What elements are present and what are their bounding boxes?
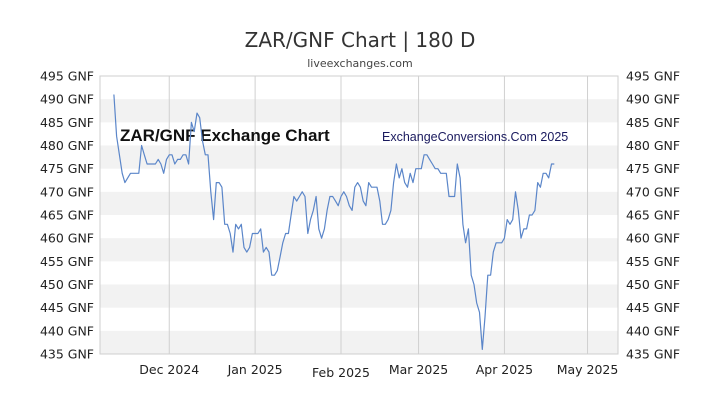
y-tick-label-right: 470 GNF bbox=[626, 184, 680, 199]
x-tick-label: Mar 2025 bbox=[389, 362, 448, 377]
y-tick-label-right: 460 GNF bbox=[626, 231, 680, 246]
y-tick-label-left: 485 GNF bbox=[40, 115, 94, 130]
x-tick-label: Apr 2025 bbox=[476, 362, 533, 377]
y-tick-label-right: 480 GNF bbox=[626, 138, 680, 153]
watermark-chart-name: ZAR/GNF Exchange Chart bbox=[120, 126, 330, 145]
y-tick-label-right: 485 GNF bbox=[626, 115, 680, 130]
y-tick-label-right: 455 GNF bbox=[626, 254, 680, 269]
x-axis: Dec 2024 Jan 2025 Feb 2025 Mar 2025 Apr 2025… bbox=[139, 362, 618, 380]
y-tick-label-left: 440 GNF bbox=[40, 323, 94, 338]
plot-area bbox=[99, 75, 619, 355]
y-tick-label-left: 445 GNF bbox=[40, 300, 94, 315]
y-tick-label-left: 495 GNF bbox=[40, 69, 94, 84]
y-tick-label-left: 450 GNF bbox=[40, 277, 94, 292]
y-tick-label-right: 435 GNF bbox=[626, 347, 680, 362]
y-tick-label-left: 470 GNF bbox=[40, 184, 94, 199]
y-tick-label-right: 450 GNF bbox=[626, 277, 680, 292]
y-tick-label-left: 460 GNF bbox=[40, 231, 94, 246]
grid-bands bbox=[100, 99, 618, 354]
grid-band bbox=[100, 99, 618, 123]
grid-band bbox=[100, 284, 618, 308]
y-tick-label-right: 445 GNF bbox=[626, 300, 680, 315]
y-tick-label-left: 455 GNF bbox=[40, 254, 94, 269]
grid-band bbox=[100, 330, 618, 354]
grid-band bbox=[100, 191, 618, 215]
y-tick-label-right: 475 GNF bbox=[626, 161, 680, 176]
y-tick-label-right: 465 GNF bbox=[626, 208, 680, 223]
grid-band bbox=[100, 145, 618, 169]
x-tick-label: Feb 2025 bbox=[312, 365, 370, 380]
y-tick-label-left: 465 GNF bbox=[40, 208, 94, 223]
chart-title: ZAR/GNF Chart | 180 D bbox=[245, 28, 476, 52]
y-axis-right: 495 GNF 490 GNF 485 GNF 480 GNF 475 GNF 470 G… bbox=[626, 69, 680, 362]
watermark-site: ExchangeConversions.Com 2025 bbox=[382, 130, 568, 144]
x-tick-label: Dec 2024 bbox=[139, 362, 199, 377]
y-tick-label-left: 480 GNF bbox=[40, 138, 94, 153]
vertical-gridlines bbox=[168, 76, 589, 354]
chart-subtitle: liveexchanges.com bbox=[307, 57, 412, 70]
y-tick-label-left: 475 GNF bbox=[40, 161, 94, 176]
y-axis-left: 495 GNF 490 GNF 485 GNF 480 GNF 475 GNF 470 G… bbox=[40, 69, 94, 362]
x-tick-label: May 2025 bbox=[557, 362, 619, 377]
rate-series-line bbox=[113, 94, 555, 350]
grid-band bbox=[100, 238, 618, 262]
y-tick-label-right: 440 GNF bbox=[626, 323, 680, 338]
y-tick-label-left: 435 GNF bbox=[40, 347, 94, 362]
y-tick-label-right: 490 GNF bbox=[626, 92, 680, 107]
y-tick-label-right: 495 GNF bbox=[626, 69, 680, 84]
y-tick-label-left: 490 GNF bbox=[40, 92, 94, 107]
x-tick-label: Jan 2025 bbox=[227, 362, 283, 377]
